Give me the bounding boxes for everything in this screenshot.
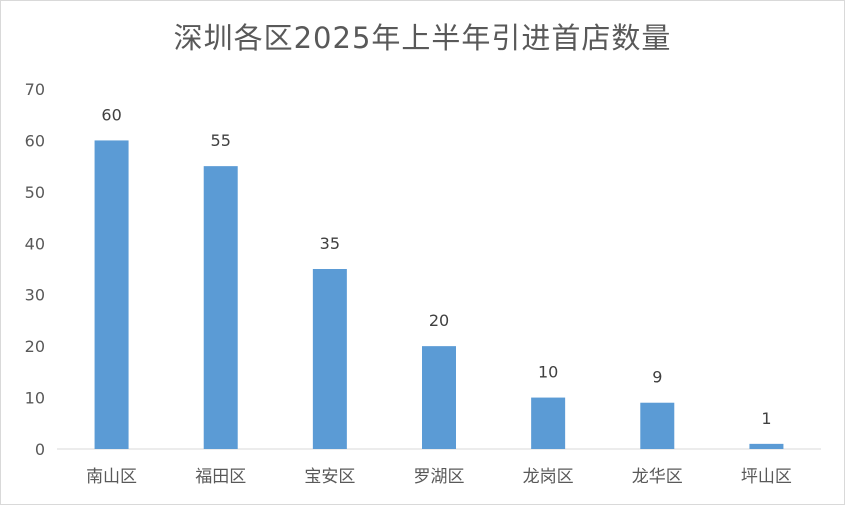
y-tick-label: 60 (25, 131, 45, 150)
y-tick-label: 10 (25, 389, 45, 408)
y-tick-label: 30 (25, 286, 45, 305)
y-tick-label: 70 (25, 80, 45, 99)
bar-data-label: 9 (652, 368, 662, 387)
bar (312, 269, 347, 449)
category-label: 宝安区 (304, 467, 355, 487)
category-label: 龙华区 (632, 467, 683, 487)
category-label: 坪山区 (741, 467, 792, 487)
y-tick-label: 0 (35, 440, 45, 459)
data-labels: 60 55 35 20 10 9 1 (101, 105, 771, 427)
bar-data-label: 1 (761, 409, 771, 428)
bar (422, 346, 456, 449)
chart-title: 深圳各区2025年上半年引进首店数量 (173, 21, 672, 55)
bars (94, 140, 784, 449)
bar-data-label: 20 (429, 311, 449, 330)
bar (203, 166, 238, 449)
category-label: 龙岗区 (523, 467, 574, 487)
category-label: 福田区 (195, 467, 246, 487)
category-label: 南山区 (86, 467, 137, 487)
category-label: 罗湖区 (414, 467, 465, 487)
bar-data-label: 35 (320, 234, 340, 253)
bar-data-label: 55 (211, 131, 231, 150)
y-tick-label: 20 (25, 337, 45, 356)
category-labels: 南山区 福田区 宝安区 罗湖区 龙岗区 龙华区 坪山区 (86, 467, 792, 487)
y-tick-label: 50 (25, 183, 45, 202)
bar (640, 402, 675, 449)
bar-data-label: 10 (538, 363, 558, 382)
y-axis-ticks: 0 10 20 30 40 50 60 70 (25, 80, 45, 459)
bar (531, 397, 566, 449)
bar (94, 140, 129, 449)
bar-data-label: 60 (101, 105, 121, 124)
bar (749, 443, 784, 449)
y-tick-label: 40 (25, 234, 45, 253)
